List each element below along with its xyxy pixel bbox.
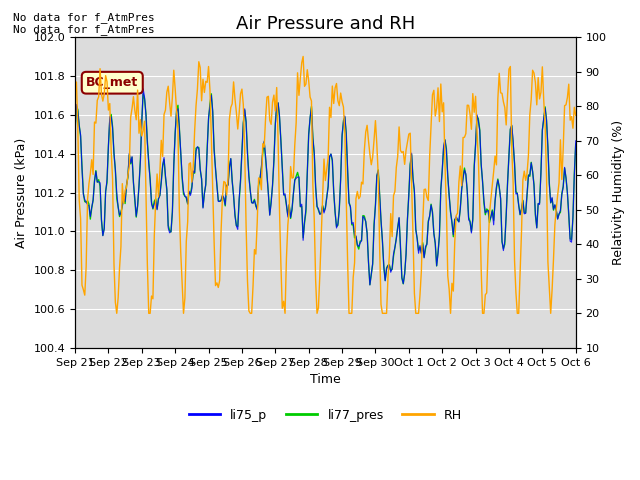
Y-axis label: Relativity Humidity (%): Relativity Humidity (%) (612, 120, 625, 265)
Legend: li75_p, li77_pres, RH: li75_p, li77_pres, RH (184, 404, 467, 427)
Title: Air Pressure and RH: Air Pressure and RH (236, 15, 415, 33)
Text: No data for f_AtmPres: No data for f_AtmPres (13, 24, 154, 35)
Y-axis label: Air Pressure (kPa): Air Pressure (kPa) (15, 137, 28, 248)
Text: No data for f_AtmPres: No data for f_AtmPres (13, 12, 154, 23)
X-axis label: Time: Time (310, 373, 340, 386)
Text: BC_met: BC_met (86, 76, 138, 89)
